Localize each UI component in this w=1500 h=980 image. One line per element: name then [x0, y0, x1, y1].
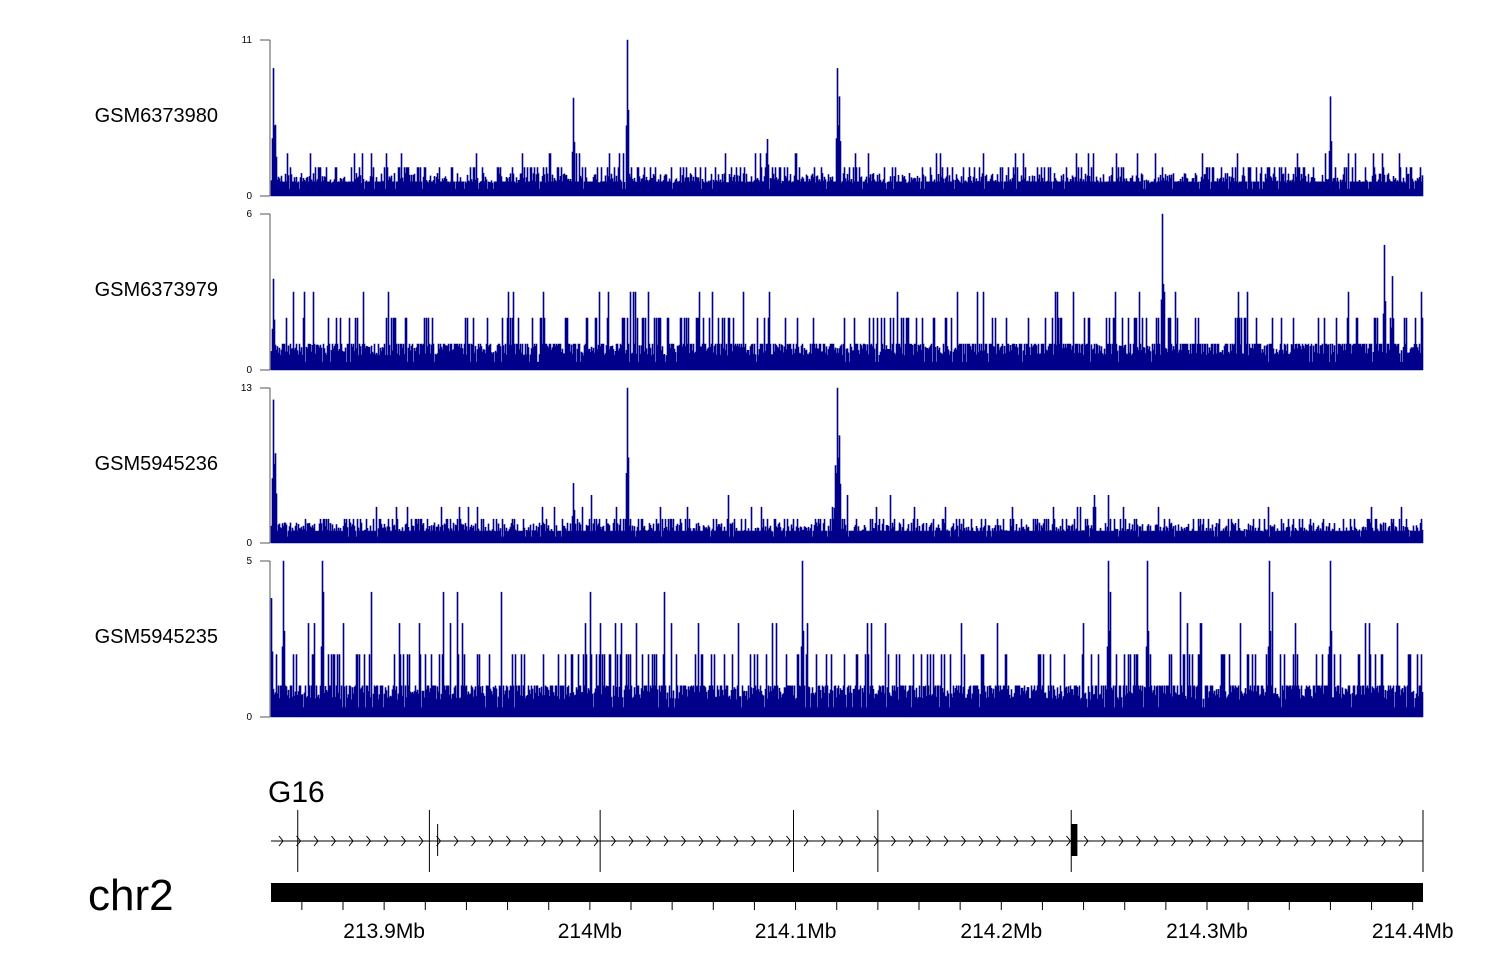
axis-tick-label: 214.1Mb — [755, 920, 837, 943]
strand-arrow-icon — [1101, 835, 1107, 847]
strand-arrow-icon — [506, 835, 512, 847]
axis-tick-label: 214.3Mb — [1166, 920, 1248, 943]
coverage-signal — [270, 39, 1424, 197]
track-label: GSM5945236 — [95, 453, 218, 475]
strand-arrow-icon — [348, 835, 354, 847]
strand-arrow-icon — [1136, 835, 1142, 847]
strand-arrow-icon — [856, 835, 862, 847]
strand-arrow-icon — [1118, 835, 1124, 847]
strand-arrow-icon — [1293, 835, 1299, 847]
track-ymax-label: 6 — [246, 209, 252, 220]
strand-arrow-icon — [313, 835, 319, 847]
track-1: GSM6373980 11 0 — [95, 35, 1424, 202]
gene-track: G16 — [268, 776, 1424, 872]
strand-arrow-icon — [1381, 835, 1387, 847]
track-ymin-label: 0 — [246, 191, 252, 202]
strand-arrow-icon — [611, 835, 617, 847]
strand-arrow-icon — [1258, 835, 1264, 847]
chromosome-axis: chr2 213.9Mb 214Mb 214.1Mb 214.2Mb 214.3Mb 21… — [88, 871, 1454, 943]
track-ymin-label: 0 — [246, 712, 252, 723]
strand-arrow-icon — [751, 835, 757, 847]
track-ymax-label: 13 — [241, 383, 253, 394]
strand-arrow-icon — [1328, 835, 1334, 847]
chromosome-label: chr2 — [88, 871, 174, 920]
strand-arrow-icon — [1241, 835, 1247, 847]
strand-arrow-icon — [278, 835, 284, 847]
strand-arrow-icon — [1188, 835, 1194, 847]
strand-arrow-icon — [471, 835, 477, 847]
strand-arrow-icon — [786, 835, 792, 847]
strand-arrow-icon — [576, 835, 582, 847]
track-label: GSM6373980 — [95, 105, 218, 127]
gene-label: G16 — [268, 776, 325, 809]
axis-ticks — [301, 902, 1414, 910]
track-ymax-label: 5 — [246, 556, 252, 567]
chromosome-bar — [271, 883, 1423, 902]
track-ymin-label: 0 — [246, 365, 252, 376]
axis-tick-label: 213.9Mb — [343, 920, 425, 943]
strand-arrow-icon — [681, 835, 687, 847]
track-3: GSM5945236 13 0 — [95, 383, 1424, 549]
strand-arrow-icon — [1083, 835, 1089, 847]
strand-arrow-icon — [1048, 835, 1054, 847]
strand-arrow-icon — [926, 835, 932, 847]
strand-arrow-icon — [768, 835, 774, 847]
strand-arrow-icon — [891, 835, 897, 847]
strand-arrow-icon — [716, 835, 722, 847]
strand-arrow-icon — [331, 835, 337, 847]
strand-arrow-icon — [698, 835, 704, 847]
axis-tick-label: 214.4Mb — [1372, 920, 1454, 943]
strand-arrow-icon — [733, 835, 739, 847]
strand-arrow-icon — [541, 835, 547, 847]
strand-arrow-icon — [663, 835, 669, 847]
track-label: GSM5945235 — [95, 626, 218, 648]
strand-arrow-icon — [803, 835, 809, 847]
strand-arrow-icon — [366, 835, 372, 847]
coverage-signal — [270, 560, 1424, 718]
track-2: GSM6373979 6 0 — [95, 209, 1424, 376]
track-ymax-label: 11 — [242, 35, 253, 46]
strand-arrow-icon — [593, 835, 599, 847]
strand-arrow-icon — [1223, 835, 1229, 847]
strand-arrow-icon — [961, 835, 967, 847]
axis-labels: 213.9Mb 214Mb 214.1Mb 214.2Mb 214.3Mb 214.4Mb — [343, 920, 1453, 943]
strand-arrow-icon — [418, 835, 424, 847]
axis-tick-label: 214Mb — [558, 920, 622, 943]
strand-arrow-icon — [523, 835, 529, 847]
track-label: GSM6373979 — [95, 279, 218, 301]
strand-arrow-icon — [908, 835, 914, 847]
strand-arrow-icon — [838, 835, 844, 847]
strand-arrow-icon — [383, 835, 389, 847]
strand-arrow-icon — [453, 835, 459, 847]
strand-arrow-icon — [1311, 835, 1317, 847]
strand-arrow-icon — [1171, 835, 1177, 847]
strand-arrow-icon — [1398, 835, 1404, 847]
strand-arrow-icon — [1363, 835, 1369, 847]
axis-tick-label: 214.2Mb — [960, 920, 1042, 943]
strand-arrow-icon — [488, 835, 494, 847]
strand-arrow-icon — [1066, 835, 1072, 847]
strand-arrow-icon — [1276, 835, 1282, 847]
strand-arrow-icon — [1206, 835, 1212, 847]
strand-arrow-icon — [558, 835, 564, 847]
coverage-signal — [270, 387, 1424, 544]
track-4: GSM5945235 5 0 — [95, 556, 1424, 723]
strand-arrow-icon — [401, 835, 407, 847]
coding-exon — [1071, 824, 1078, 856]
track-ymin-label: 0 — [246, 538, 252, 549]
strand-arrow-icon — [646, 835, 652, 847]
strand-arrow-icon — [1031, 835, 1037, 847]
coverage-signal — [270, 213, 1424, 371]
strand-arrow-icon — [1346, 835, 1352, 847]
strand-arrow-icon — [943, 835, 949, 847]
gene-exons — [297, 810, 1424, 872]
strand-arrow-icon — [1013, 835, 1019, 847]
strand-arrow-icon — [628, 835, 634, 847]
strand-arrow-icon — [996, 835, 1002, 847]
strand-arrow-icon — [1153, 835, 1159, 847]
strand-arrow-icon — [978, 835, 984, 847]
strand-arrow-icon — [821, 835, 827, 847]
